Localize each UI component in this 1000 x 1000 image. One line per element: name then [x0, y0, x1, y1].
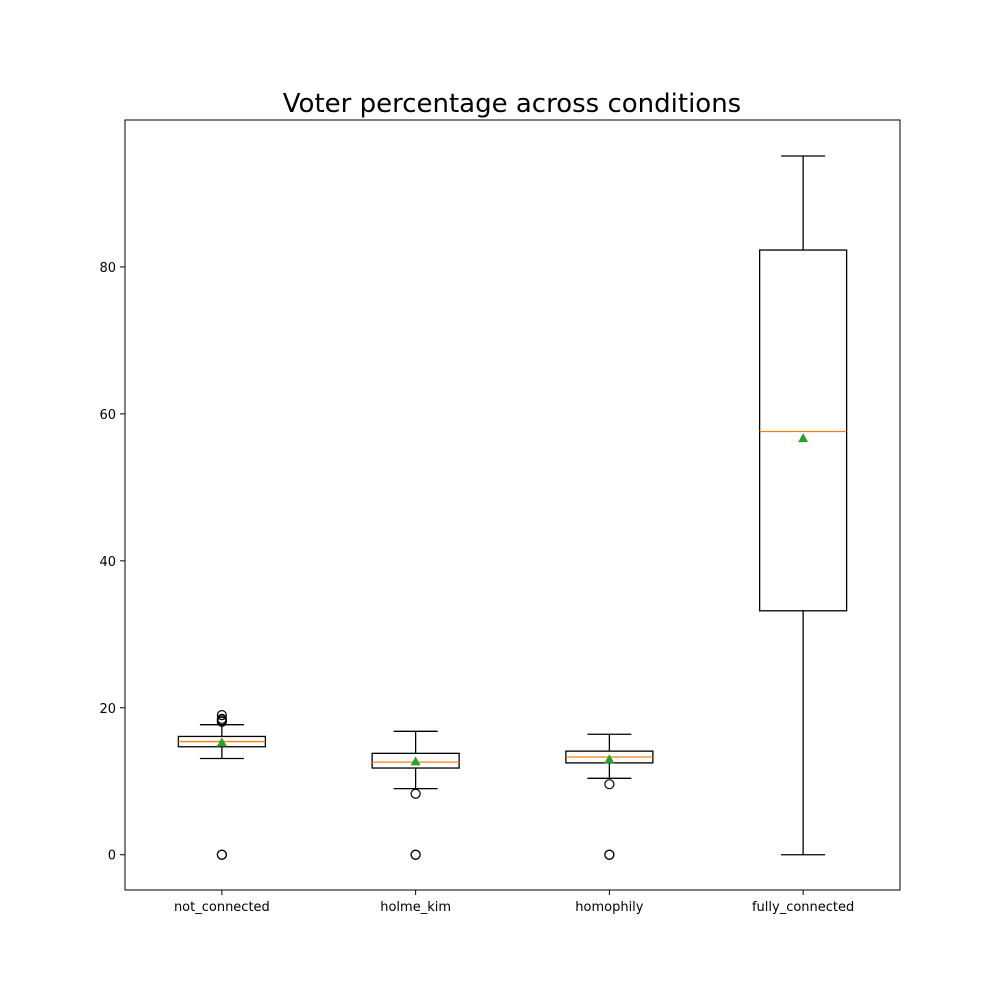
box-iqr	[758, 249, 848, 612]
box-iqr	[371, 752, 460, 769]
x-tick-label: homophily	[575, 900, 644, 915]
y-tick-label: 0	[108, 849, 116, 864]
x-tick-label: not_connected	[174, 900, 270, 915]
y-tick-label: 60	[99, 408, 116, 423]
outlier-point	[604, 779, 615, 790]
outlier-point	[216, 713, 227, 724]
axes-frame	[124, 119, 901, 891]
mean-marker	[410, 756, 421, 766]
x-tick-label: fully_connected	[752, 900, 854, 915]
mean-marker	[216, 737, 227, 747]
y-tick-label: 80	[99, 261, 116, 276]
y-tick-label: 40	[99, 555, 116, 570]
x-tick-label: holme_kim	[380, 900, 451, 915]
plot-area: 0 20 40 60 80 not_connected holme_kim homophily…	[99, 119, 901, 915]
chart-title: Voter percentage across conditions	[283, 89, 741, 119]
outlier-point	[410, 849, 421, 860]
y-tick-label: 20	[99, 702, 116, 717]
outlier-point	[604, 849, 615, 860]
mean-marker	[798, 433, 809, 443]
outlier-point	[216, 849, 227, 860]
outlier-point	[410, 788, 421, 799]
mean-marker	[604, 754, 615, 764]
outlier-point	[216, 710, 227, 721]
